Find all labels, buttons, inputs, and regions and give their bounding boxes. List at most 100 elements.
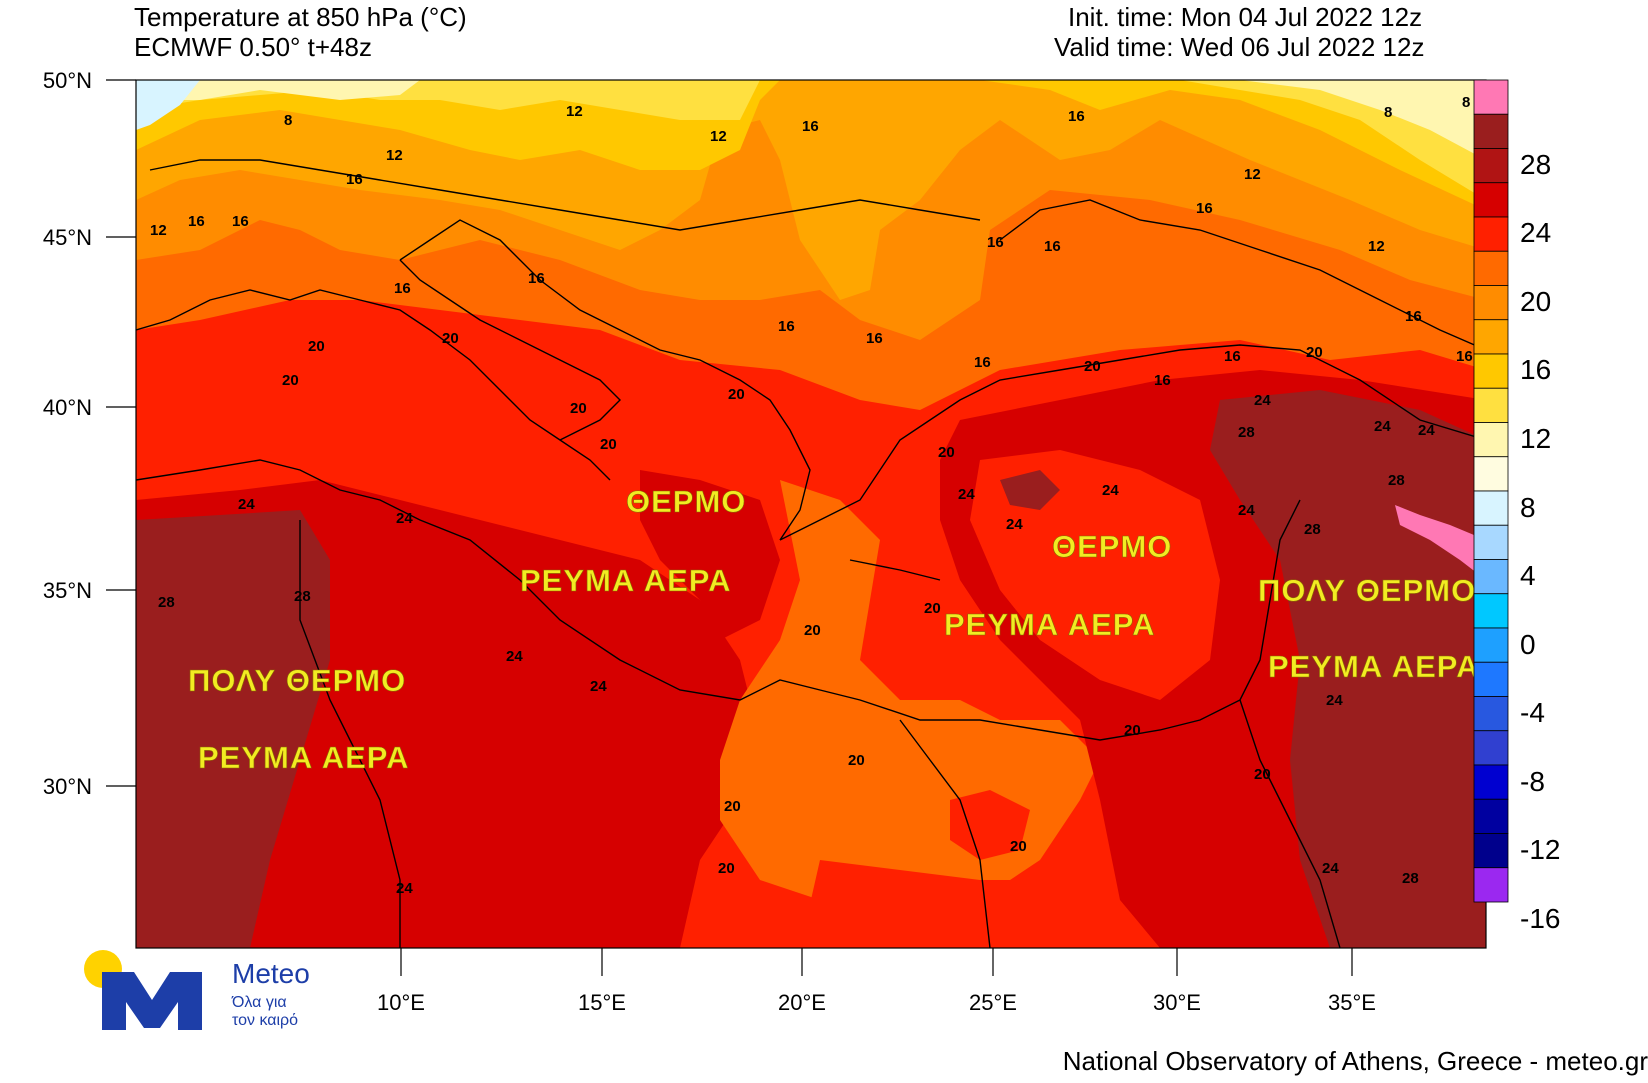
- contour-label: 20: [442, 330, 459, 347]
- contour-label: 16: [1456, 348, 1473, 365]
- contour-label: 20: [1010, 838, 1027, 855]
- contour-label: 28: [158, 594, 175, 611]
- colorbar-label: -12: [1520, 834, 1560, 865]
- colorbar-swatch: [1473, 148, 1509, 184]
- region-label: ΡΕΥΜΑ ΑΕΡΑ: [1268, 649, 1480, 684]
- contour-label: 16: [802, 118, 819, 135]
- colorbar: [1473, 79, 1509, 903]
- colorbar-swatch: [1473, 524, 1509, 560]
- band-6-8-nw: [136, 80, 420, 100]
- colorbar-swatch: [1473, 661, 1509, 697]
- band-6-8-ne: [1240, 80, 1486, 160]
- colorbar-swatch: [1473, 593, 1509, 629]
- contour-label: 24: [1322, 860, 1339, 877]
- model-info: ECMWF 0.50° t+48z: [134, 32, 372, 62]
- contour-label: 16: [987, 234, 1004, 251]
- meteo-logo-icon: [84, 950, 202, 1030]
- colorbar-labels: 28 24 20 16 12 8 4 0 -4 -8 -12 -16: [1520, 149, 1560, 934]
- logo-name: Meteo: [232, 958, 310, 989]
- colorbar-swatch: [1473, 559, 1509, 595]
- colorbar-label: 8: [1520, 492, 1536, 523]
- contour-label: 20: [938, 444, 955, 461]
- colorbar-swatch: [1473, 627, 1509, 663]
- logo-tagline-line2: τον καιρό: [232, 1012, 299, 1029]
- contour-label: 24: [396, 880, 413, 897]
- lon-label: 15°E: [578, 990, 626, 1015]
- logo-tagline: Όλα για τον καιρό: [232, 994, 352, 1030]
- contour-label: 8: [1384, 104, 1392, 121]
- contour-label: 16: [1068, 108, 1085, 125]
- colorbar-swatch: [1473, 285, 1509, 321]
- contour-label: 16: [1044, 238, 1061, 255]
- contour-labels: 8 12 12 12 16 16 16 12 16 16 16 16 16 16…: [150, 94, 1473, 897]
- contour-label: 16: [866, 330, 883, 347]
- colorbar-swatch: [1473, 216, 1509, 252]
- region-label: ΘΕΡΜΟ: [626, 484, 746, 519]
- colorbar-label: -16: [1520, 903, 1560, 934]
- coastlines: [136, 159, 1486, 948]
- colorbar-label: -8: [1520, 766, 1545, 797]
- lat-label: 35°N: [43, 578, 92, 603]
- logo-tagline-line1: Όλα για: [232, 994, 287, 1011]
- contour-label: 20: [1254, 766, 1271, 783]
- colorbar-label: -4: [1520, 697, 1545, 728]
- temperature-field: [136, 80, 1486, 948]
- colorbar-label: 16: [1520, 354, 1551, 385]
- contour-label: 12: [386, 147, 403, 164]
- lon-label: 25°E: [969, 990, 1017, 1015]
- contour-label: 20: [308, 338, 325, 355]
- contour-label: 12: [566, 103, 583, 120]
- lat-label: 50°N: [43, 68, 92, 93]
- colorbar-label: 28: [1520, 149, 1551, 180]
- contour-label: 16: [778, 318, 795, 335]
- band-10-12: [136, 80, 1486, 210]
- init-time: Init. time: Mon 04 Jul 2022 12z: [1068, 2, 1423, 32]
- region-label: ΡΕΥΜΑ ΑΕΡΑ: [520, 563, 732, 598]
- band-20-24-east-inner: [970, 450, 1220, 700]
- contour-label: 12: [150, 222, 167, 239]
- colorbar-label: 24: [1520, 217, 1551, 248]
- contour-label: 24: [1102, 482, 1119, 499]
- contour-label: 16: [1405, 308, 1422, 325]
- contour-label: 16: [346, 171, 363, 188]
- contour-label: 24: [1374, 418, 1391, 435]
- contour-label: 28: [1388, 472, 1405, 489]
- longitude-axis: 10°E 15°E 20°E 25°E 30°E 35°E: [377, 948, 1376, 1015]
- contour-label: 12: [710, 128, 727, 145]
- band-20-24-south: [800, 860, 1200, 948]
- region-annotations: ΘΕΡΜΟ ΡΕΥΜΑ ΑΕΡΑ ΘΕΡΜΟ ΡΕΥΜΑ ΑΕΡΑ ΠΟΛΥ Θ…: [188, 484, 1480, 776]
- contour-label: 16: [394, 280, 411, 297]
- contour-label: 24: [1254, 392, 1271, 409]
- colorbar-swatch: [1473, 182, 1509, 218]
- contour-label: 24: [1006, 516, 1023, 533]
- region-label: ΡΕΥΜΑ ΑΕΡΑ: [944, 607, 1156, 642]
- colorbar-swatch: [1473, 353, 1509, 389]
- colorbar-swatch: [1473, 387, 1509, 423]
- lon-label: 20°E: [778, 990, 826, 1015]
- contour-label: 20: [924, 600, 941, 617]
- region-label: ΠΟΛΥ ΘΕΡΜΟ: [188, 663, 406, 698]
- region-label: ΠΟΛΥ ΘΕΡΜΟ: [1258, 573, 1476, 608]
- contour-label: 8: [1462, 94, 1470, 111]
- colorbar-swatch: [1473, 79, 1509, 115]
- contour-label: 28: [1304, 521, 1321, 538]
- colorbar-swatch: [1473, 250, 1509, 286]
- colorbar-swatch: [1473, 867, 1509, 903]
- contour-label: 24: [590, 678, 607, 695]
- lat-label: 40°N: [43, 395, 92, 420]
- contour-label: 24: [238, 496, 255, 513]
- band-30-pink: [1395, 505, 1486, 580]
- contour-label: 20: [724, 798, 741, 815]
- contour-label: 24: [506, 648, 523, 665]
- contour-label: 20: [1306, 344, 1323, 361]
- colorbar-label: 20: [1520, 286, 1551, 317]
- region-label: ΡΕΥΜΑ ΑΕΡΑ: [198, 740, 410, 775]
- colorbar-label: 4: [1520, 560, 1536, 591]
- band-28-aegean: [1000, 470, 1060, 510]
- colorbar-label: 0: [1520, 629, 1536, 660]
- colorbar-swatch: [1473, 798, 1509, 834]
- contour-label: 16: [1224, 348, 1241, 365]
- meteo-logo[interactable]: Meteo Όλα για τον καιρό: [84, 950, 344, 1030]
- colorbar-swatch: [1473, 764, 1509, 800]
- contour-label: 16: [1196, 200, 1213, 217]
